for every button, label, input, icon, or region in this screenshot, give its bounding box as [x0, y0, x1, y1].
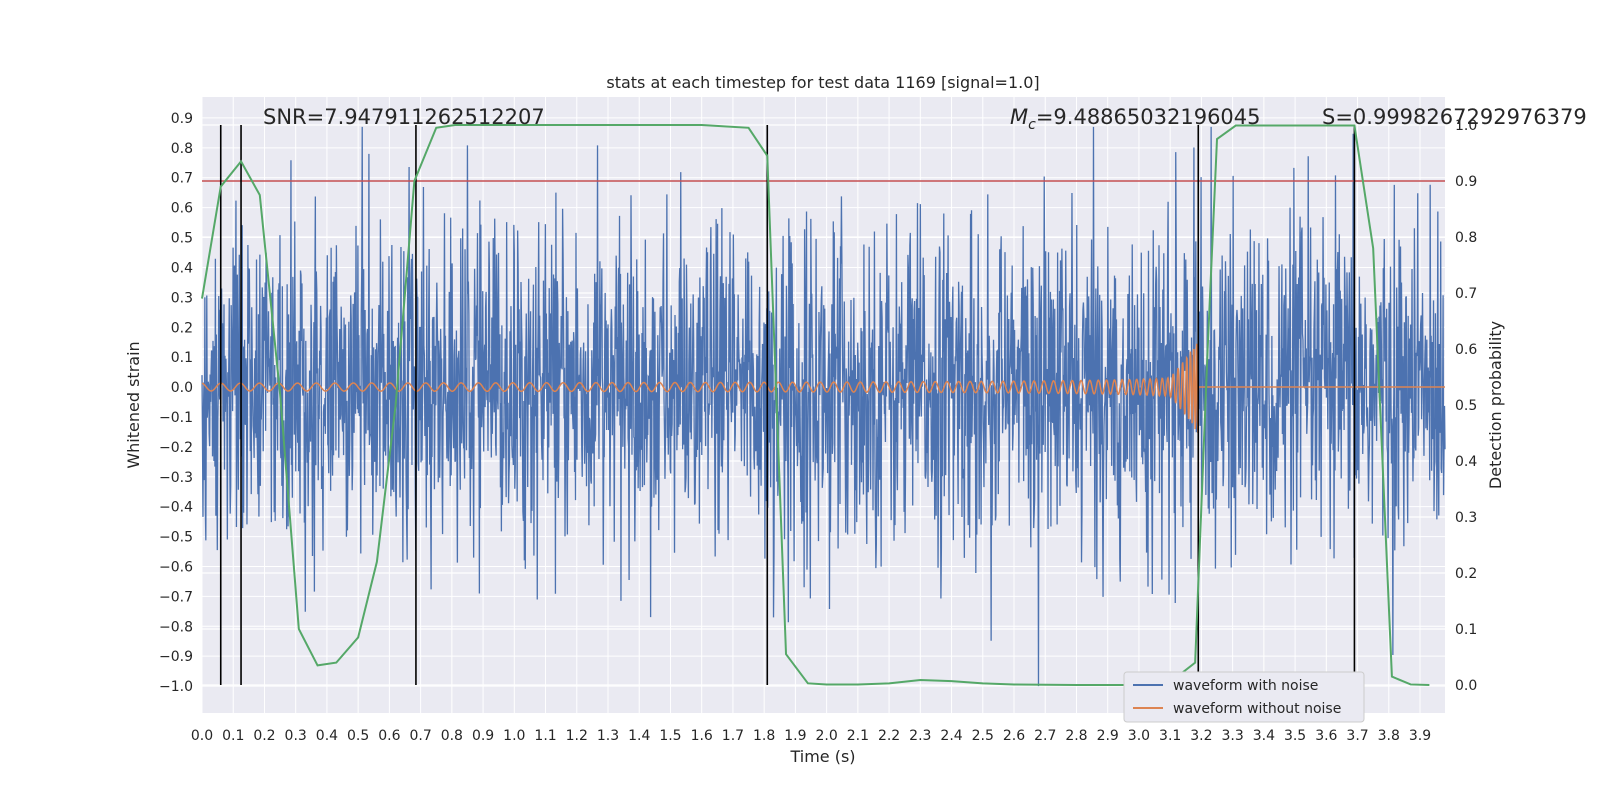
- y-tick-label: 0.0: [171, 380, 193, 396]
- y-tick-label: 0.5: [171, 231, 193, 247]
- x-tick-label: 1.0: [503, 728, 525, 744]
- y-right-tick-label: 0.5: [1455, 398, 1477, 414]
- x-tick-label: 2.9: [1097, 728, 1119, 744]
- x-tick-label: 2.0: [815, 728, 837, 744]
- y-right-tick-label: 0.7: [1455, 286, 1477, 302]
- legend-label-noisy: waveform with noise: [1173, 678, 1318, 694]
- x-tick-label: 3.4: [1253, 728, 1275, 744]
- x-tick-label: 2.3: [909, 728, 931, 744]
- y-tick-label: 0.2: [171, 320, 193, 336]
- x-tick-label: 1.6: [691, 728, 713, 744]
- x-tick-label: 0.8: [441, 728, 463, 744]
- x-tick-label: 3.0: [1128, 728, 1150, 744]
- y-right-tick-label: 0.0: [1455, 678, 1477, 694]
- y-tick-label: 0.1: [171, 350, 193, 366]
- y-right-axis-label: Detection probability: [1486, 321, 1505, 489]
- y-tick-label: 0.6: [171, 201, 193, 217]
- y-tick-label: 0.4: [171, 260, 193, 276]
- y-tick-label: −1.0: [159, 679, 193, 695]
- y-tick-label: −0.9: [159, 649, 193, 665]
- snr-annotation: SNR=7.947911262512207: [263, 105, 545, 129]
- x-tick-label: 1.8: [753, 728, 775, 744]
- x-tick-label: 0.7: [409, 728, 431, 744]
- x-tick-label: 3.1: [1159, 728, 1181, 744]
- x-tick-label: 1.7: [722, 728, 744, 744]
- mc-symbol: M: [1010, 105, 1028, 129]
- x-tick-label: 3.8: [1378, 728, 1400, 744]
- mc-value: =9.48865032196045: [1036, 105, 1261, 129]
- y-right-tick-label: 0.1: [1455, 622, 1477, 638]
- y-right-tick-label: 0.6: [1455, 342, 1477, 358]
- x-tick-label: 2.8: [1065, 728, 1087, 744]
- x-tick-label: 1.9: [784, 728, 806, 744]
- y-right-tick-labels: 1.0 0.9 0.8 0.7 0.6 0.5 0.4 0.3 0.2 0.1 0.0: [1455, 118, 1477, 694]
- y-axis-label: Whitened strain: [124, 341, 143, 468]
- x-axis-label: Time (s): [789, 747, 855, 766]
- y-tick-label: −0.6: [159, 559, 193, 575]
- chart-title: stats at each timestep for test data 116…: [606, 73, 1039, 92]
- x-tick-label: 1.2: [566, 728, 588, 744]
- x-tick-label: 1.4: [628, 728, 650, 744]
- x-tick-label: 0.2: [253, 728, 275, 744]
- x-tick-label: 3.5: [1284, 728, 1306, 744]
- x-tick-label: 1.1: [534, 728, 556, 744]
- x-tick-label: 3.6: [1315, 728, 1337, 744]
- y-tick-label: −0.1: [159, 410, 193, 426]
- y-right-tick-label: 0.2: [1455, 566, 1477, 582]
- y-right-tick-label: 1.0: [1455, 118, 1477, 134]
- x-tick-label: 0.3: [285, 728, 307, 744]
- s-annotation: S=0.9998267292976379: [1322, 105, 1587, 129]
- mc-subscript: c: [1028, 117, 1036, 133]
- y-tick-labels: 0.9 0.8 0.7 0.6 0.5 0.4 0.3 0.2 0.1 0.0 −0.1 −0.2 −0…: [159, 111, 193, 695]
- y-right-tick-label: 0.9: [1455, 174, 1477, 190]
- x-tick-label: 2.6: [1003, 728, 1025, 744]
- legend-label-clean: waveform without noise: [1173, 701, 1341, 717]
- y-tick-label: 0.8: [171, 141, 193, 157]
- x-tick-label: 0.1: [222, 728, 244, 744]
- x-tick-labels: 0.0 0.1 0.2 0.3 0.4 0.5 0.6 0.7 0.8 0.9 1.0 1.1 1.2 1…: [191, 728, 1431, 744]
- x-tick-label: 1.3: [597, 728, 619, 744]
- y-tick-label: 0.9: [171, 111, 193, 127]
- x-tick-label: 0.5: [347, 728, 369, 744]
- y-tick-label: −0.7: [159, 589, 193, 605]
- x-tick-label: 0.6: [378, 728, 400, 744]
- x-tick-label: 3.2: [1190, 728, 1212, 744]
- x-tick-label: 3.3: [1221, 728, 1243, 744]
- legend: waveform with noise waveform without noi…: [1123, 671, 1365, 723]
- y-tick-label: −0.3: [159, 470, 193, 486]
- y-right-tick-label: 0.3: [1455, 510, 1477, 526]
- x-tick-label: 2.5: [972, 728, 994, 744]
- series-waveform-without-noise: [201, 343, 1445, 434]
- x-tick-label: 2.2: [878, 728, 900, 744]
- series-detection-probability: [201, 124, 1430, 686]
- legend-box: [1123, 671, 1365, 723]
- y-right-tick-label: 0.8: [1455, 230, 1477, 246]
- y-right-tick-label: 0.4: [1455, 454, 1477, 470]
- probability-line: [201, 124, 1430, 686]
- x-tick-label: 0.4: [316, 728, 338, 744]
- clean-waveform-line: [201, 343, 1445, 434]
- x-tick-label: 3.7: [1346, 728, 1368, 744]
- x-tick-label: 0.0: [191, 728, 213, 744]
- x-tick-label: 2.1: [847, 728, 869, 744]
- x-tick-label: 0.9: [472, 728, 494, 744]
- x-tick-label: 2.4: [940, 728, 962, 744]
- y-tick-label: −0.8: [159, 619, 193, 635]
- y-tick-label: −0.5: [159, 530, 193, 546]
- mc-annotation: Mc=9.48865032196045: [1010, 105, 1261, 133]
- x-tick-label: 2.7: [1034, 728, 1056, 744]
- x-tick-label: 3.9: [1409, 728, 1431, 744]
- y-tick-label: −0.4: [159, 500, 193, 516]
- y-tick-label: 0.7: [171, 171, 193, 187]
- x-tick-label: 1.5: [659, 728, 681, 744]
- y-tick-label: −0.2: [159, 440, 193, 456]
- y-tick-label: 0.3: [171, 290, 193, 306]
